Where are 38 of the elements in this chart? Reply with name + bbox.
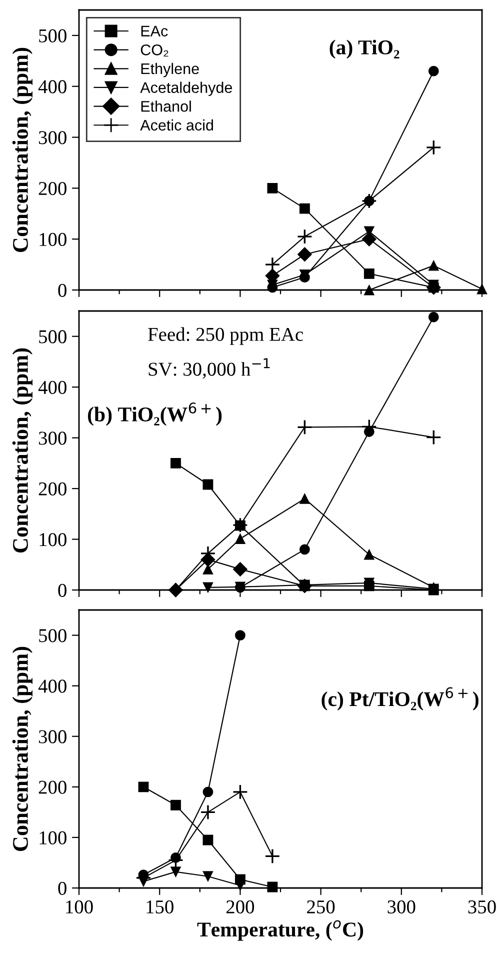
y-tick-label: 200 <box>38 182 66 196</box>
y-tick-label: 0 <box>58 284 66 297</box>
y-tick-label: 400 <box>38 380 66 394</box>
y-tick-label: 0 <box>58 882 66 895</box>
y-tick-label: 300 <box>38 131 66 144</box>
legend-label: EAc <box>141 26 168 36</box>
x-tick-label: 150 <box>146 900 174 914</box>
x-tick-label: 350 <box>468 900 496 914</box>
annotation: (c) Pt/TiO₂(W$^{6+}$) <box>322 687 478 710</box>
y-tick-label: 100 <box>40 533 66 546</box>
legend-label: CO₂ <box>140 44 168 56</box>
y-tick-label: 200 <box>38 780 66 794</box>
y-tick-label: 500 <box>39 29 66 42</box>
x-tick-label: 300 <box>388 900 416 914</box>
y-tick-label: 100 <box>40 232 66 246</box>
y-axis-title: Concentration, (ppm) <box>12 646 32 851</box>
y-axis-title: Concentration, (ppm) <box>12 48 32 252</box>
x-axis-title: Temperature, ($^{o}$C) <box>197 920 364 941</box>
annotation: Feed: 250 ppm EAc <box>148 327 303 345</box>
legend-label: Acetic acid <box>140 119 213 131</box>
legend-label: Ethanol <box>141 100 191 112</box>
y-tick-label: 0 <box>58 584 66 597</box>
y-tick-label: 400 <box>38 680 66 693</box>
annotation: (a) TiO₂ <box>330 40 400 59</box>
y-tick-label: 400 <box>38 80 66 94</box>
annotation: SV: 30,000 h$^{−1}$ <box>148 358 270 379</box>
legend-label: Acetaldehyde <box>140 82 232 96</box>
y-axis-title: Concentration, (ppm) <box>12 348 32 552</box>
y-tick-label: 100 <box>40 831 66 844</box>
y-tick-label: 300 <box>38 730 66 744</box>
y-tick-label: 200 <box>38 482 66 496</box>
legend-label: Ethylene <box>141 62 199 78</box>
y-tick-label: 300 <box>38 432 66 445</box>
x-tick-label: 250 <box>307 900 335 914</box>
y-tick-label: 500 <box>39 330 66 344</box>
annotation: (b) TiO₂(W$^{6+}$) <box>88 402 222 426</box>
x-tick-label: 200 <box>226 900 254 914</box>
y-tick-label: 500 <box>39 629 66 642</box>
